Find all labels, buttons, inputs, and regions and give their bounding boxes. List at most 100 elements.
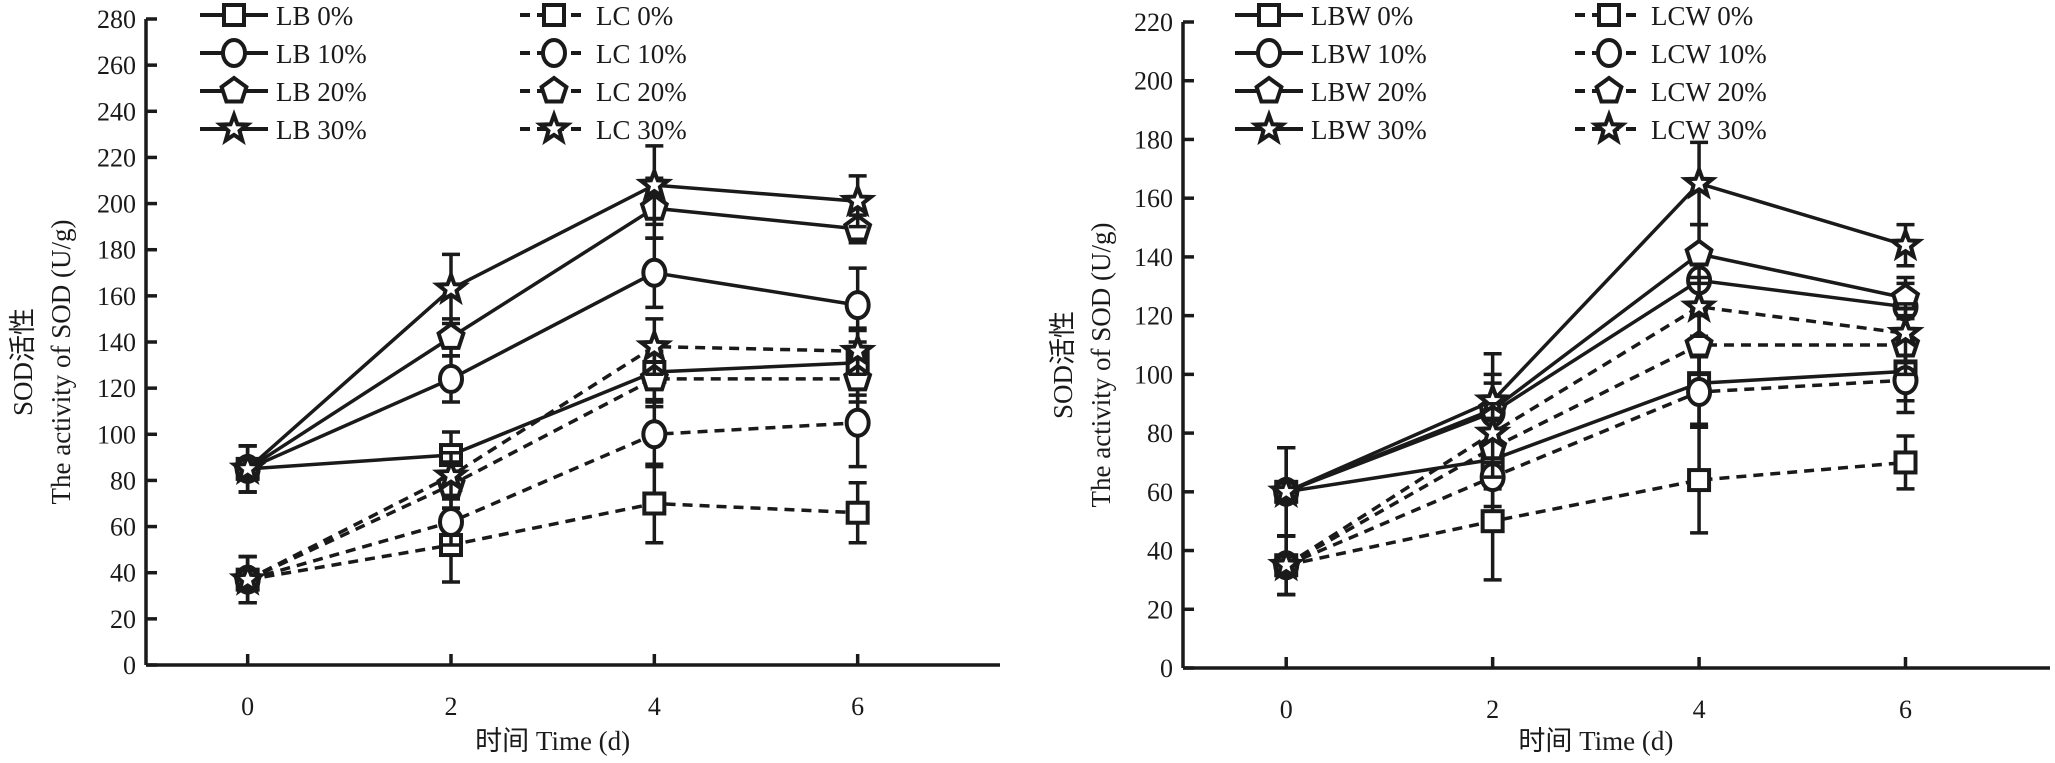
data-point [1886, 313, 1925, 350]
legend-marker-icon [1596, 38, 1622, 68]
data-point [641, 419, 668, 450]
x-tick-label: 6 [851, 692, 864, 721]
legend-item: LCW 30% [1575, 109, 1767, 146]
data-point [635, 326, 674, 363]
y-tick-label: 40 [1147, 537, 1173, 566]
y-tick-label: 160 [1134, 184, 1173, 213]
legend-label: LB 0% [276, 1, 353, 31]
legend-item: LC 10% [520, 38, 687, 69]
legend-item: LB 10% [200, 38, 367, 69]
data-point [438, 506, 464, 537]
legend-marker-icon [542, 3, 566, 27]
data-point [1684, 238, 1714, 267]
x-tick-label: 4 [648, 692, 661, 721]
data-point [845, 500, 870, 525]
legend-item: LCW 0% [1575, 1, 1753, 31]
data-point [1473, 413, 1512, 450]
legend-item: LC 0% [520, 1, 673, 31]
y-axis-title-line1: SOD活性 [1048, 311, 1078, 419]
data-point [1267, 471, 1306, 508]
legend-label: LCW 10% [1651, 39, 1767, 69]
legend-item: LCW 10% [1575, 38, 1767, 69]
star-inner [1601, 121, 1617, 136]
legend-marker-icon [221, 38, 247, 68]
legend-marker-icon [1590, 109, 1628, 146]
x-tick-label: 0 [241, 692, 254, 721]
y-tick-label: 180 [1134, 125, 1173, 154]
chart-left: SOD活性 The activity of SOD (U/g) 时间 Time … [8, 1, 1000, 756]
legend-marker-icon [215, 109, 253, 146]
data-point [1686, 376, 1713, 407]
legend-item: LB 0% [200, 1, 353, 31]
series-line [247, 501, 858, 582]
data-point [842, 363, 873, 392]
legend-label: LBW 30% [1311, 115, 1427, 145]
y-tick-label: 220 [97, 143, 136, 172]
star-inner [546, 121, 562, 136]
y-axis-title-line1: SOD活性 [8, 308, 38, 416]
legend: LB 0% LB 10% LB 20% LB 30% LC 0% LC 10% LC 20%… [200, 1, 687, 146]
y-tick-label: 200 [1134, 67, 1173, 96]
star-inner [1897, 237, 1914, 252]
series-lc-20- [232, 349, 873, 605]
legend-marker-icon [1256, 38, 1282, 68]
star-inner [1261, 121, 1277, 136]
y-tick-label: 180 [97, 236, 136, 265]
data-point [1687, 468, 1712, 493]
chart-right: SOD活性 The activity of SOD (U/g) 时间 Time … [1048, 1, 2050, 756]
legend-label: LCW 20% [1651, 77, 1767, 107]
data-point [432, 455, 470, 492]
x-axis-title: 时间 Time (d) [475, 726, 630, 756]
legend-marker-icon [539, 75, 569, 104]
y-tick-label: 120 [97, 374, 136, 403]
legend-marker-icon [541, 38, 567, 68]
series-line [247, 421, 858, 582]
y-tick-label: 280 [97, 5, 136, 34]
y-tick-label: 80 [1147, 419, 1173, 448]
data-point [1886, 225, 1925, 262]
series-lcw-30- [1267, 275, 1925, 597]
y-tick-label: 0 [1160, 654, 1173, 683]
legend-label: LBW 20% [1311, 77, 1427, 107]
data-point [1893, 450, 1918, 475]
series-line [1285, 181, 1907, 494]
y-tick-label: 240 [97, 97, 136, 126]
data-point [1680, 163, 1718, 200]
star-inner [1897, 325, 1914, 340]
legend-marker-icon [1597, 3, 1621, 27]
series-lc-30- [228, 317, 877, 605]
star-inner [1485, 425, 1501, 440]
x-tick-label: 2 [445, 692, 458, 721]
y-tick-label: 60 [1147, 478, 1173, 507]
y-tick-label: 200 [97, 190, 136, 219]
legend-item: LC 30% [520, 109, 687, 146]
legend-marker-icon [219, 75, 249, 104]
y-tick-label: 40 [110, 559, 136, 588]
y-tick-label: 120 [1134, 302, 1173, 331]
data-point [838, 181, 877, 218]
legend-label: LBW 0% [1311, 1, 1413, 31]
y-tick-label: 260 [97, 51, 136, 80]
star-inner [646, 338, 662, 354]
legend-item: LBW 30% [1235, 109, 1427, 146]
y-tick-label: 160 [97, 282, 136, 311]
star-inner [240, 460, 256, 476]
star-inner [1691, 175, 1707, 190]
series-line [246, 270, 858, 471]
series-line [1285, 378, 1906, 567]
data-point [436, 321, 466, 350]
series-line [1285, 304, 1906, 567]
data-point [228, 448, 267, 485]
star-inner [443, 280, 459, 296]
series-line [246, 206, 858, 471]
legend-label: LC 0% [596, 1, 673, 31]
legend-marker-icon [535, 109, 573, 146]
legend-item: LCW 20% [1575, 75, 1767, 107]
data-point [635, 165, 674, 202]
data-point [1267, 545, 1306, 582]
data-point [1680, 286, 1718, 323]
legend-label: LB 30% [276, 115, 367, 145]
x-tick-label: 0 [1280, 695, 1293, 724]
star-inner [1485, 392, 1501, 408]
